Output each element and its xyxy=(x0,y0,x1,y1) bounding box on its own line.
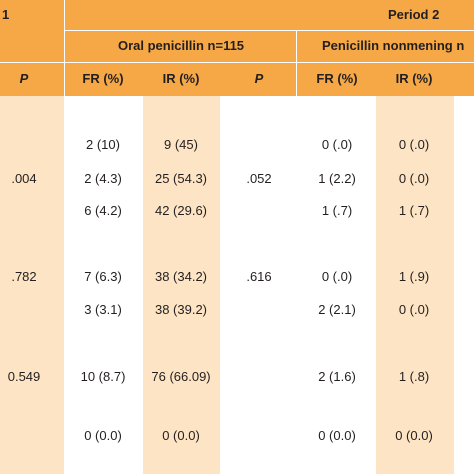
cell-fr-oral: 2 (4.3) xyxy=(84,171,122,186)
cell-ir-nonmening: 0 (0.0) xyxy=(395,428,433,443)
fr-nonmening-header: FR (%) xyxy=(316,71,358,86)
p-mid-header: P xyxy=(254,71,264,86)
cell-fr-nonmening: 1 (.7) xyxy=(321,203,353,218)
cell-p-left: .004 xyxy=(11,171,37,186)
cell-fr-nonmening: 0 (.0) xyxy=(321,137,353,152)
ir-oral-header: IR (%) xyxy=(162,71,200,86)
cell-ir-oral: 76 (66.09) xyxy=(151,369,211,384)
cell-fr-nonmening: 0 (.0) xyxy=(321,269,353,284)
header-rule-upper xyxy=(64,30,474,31)
cell-ir-nonmening: 1 (.7) xyxy=(398,203,430,218)
header-divider-left xyxy=(64,0,65,96)
fr-oral-header: FR (%) xyxy=(82,71,124,86)
cell-fr-oral: 0 (0.0) xyxy=(84,428,122,443)
cell-fr-oral: 10 (8.7) xyxy=(80,369,126,384)
period-1-label-fragment: 1 xyxy=(2,7,10,22)
cell-ir-oral: 38 (39.2) xyxy=(154,302,208,317)
cell-fr-nonmening: 0 (0.0) xyxy=(318,428,356,443)
cell-fr-nonmening: 1 (2.2) xyxy=(318,171,356,186)
cell-fr-nonmening: 2 (2.1) xyxy=(318,302,356,317)
header-top-band xyxy=(0,0,474,96)
header-rule-lower xyxy=(64,62,474,63)
penicillin-nonmening-label: Penicillin nonmening n xyxy=(322,38,465,53)
cell-p-left: 0.549 xyxy=(7,369,41,384)
cell-ir-oral: 42 (29.6) xyxy=(154,203,208,218)
cell-ir-nonmening: 1 (.8) xyxy=(398,369,430,384)
cell-ir-oral: 25 (54.3) xyxy=(154,171,208,186)
period-2-label: Period 2 xyxy=(388,7,440,22)
cell-fr-oral: 2 (10) xyxy=(86,137,120,152)
header-divider-oral xyxy=(296,30,297,96)
cell-ir-nonmening: 0 (.0) xyxy=(398,171,430,186)
cell-p-left: .782 xyxy=(11,269,37,284)
cell-ir-oral: 9 (45) xyxy=(164,137,198,152)
cell-fr-oral: 6 (4.2) xyxy=(84,203,122,218)
cell-ir-nonmening: 1 (.9) xyxy=(398,269,430,284)
cell-fr-oral: 7 (6.3) xyxy=(84,269,122,284)
cell-p-mid: .616 xyxy=(246,269,272,284)
cell-p-mid: .052 xyxy=(246,171,272,186)
ir-nonmening-header: IR (%) xyxy=(395,71,433,86)
cell-fr-oral: 3 (3.1) xyxy=(84,302,122,317)
p-left-header: P xyxy=(19,71,29,86)
cell-ir-oral: 38 (34.2) xyxy=(154,269,208,284)
cell-ir-nonmening: 0 (.0) xyxy=(398,302,430,317)
header-rule-left xyxy=(0,62,64,63)
cell-ir-oral: 0 (0.0) xyxy=(162,428,200,443)
cell-fr-nonmening: 2 (1.6) xyxy=(318,369,356,384)
cell-ir-nonmening: 0 (.0) xyxy=(398,137,430,152)
oral-penicillin-label: Oral penicillin n=115 xyxy=(117,38,245,53)
